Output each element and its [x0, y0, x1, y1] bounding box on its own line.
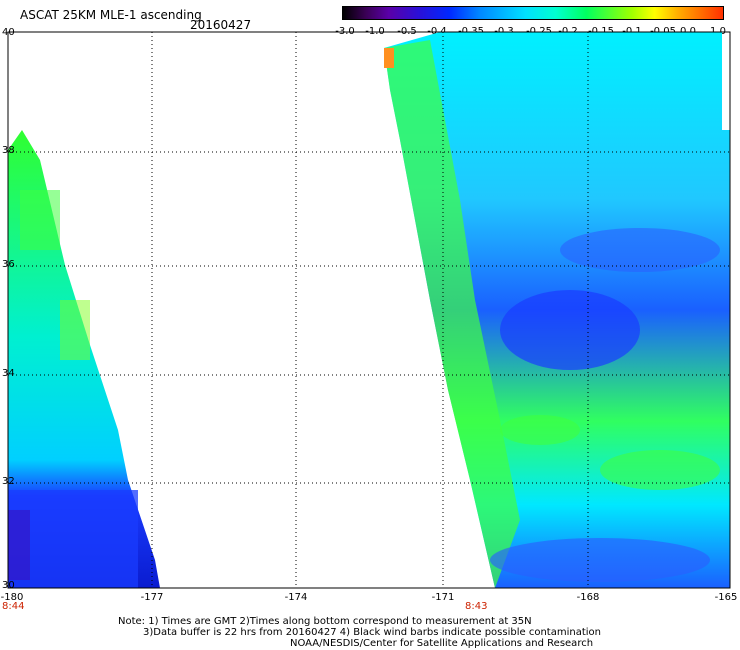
lon-label: -177 — [140, 592, 164, 603]
left-swath-patch — [8, 510, 30, 580]
product-date: 20160427 — [190, 18, 252, 32]
note-line-2: 3)Data buffer is 22 hrs from 20160427 4)… — [143, 627, 601, 638]
left-swath-patch — [20, 190, 60, 250]
lat-label: 40 — [2, 27, 15, 38]
lon-label: -174 — [284, 592, 308, 603]
lat-label: 30 — [2, 580, 15, 591]
right-swath-blob — [560, 228, 720, 272]
note-line-1: Note: 1) Times are GMT 2)Times along bot… — [118, 616, 532, 627]
left-swath-patch — [60, 300, 90, 360]
note-line-3: NOAA/NESDIS/Center for Satellite Applica… — [290, 638, 594, 649]
map-frame — [7, 31, 731, 589]
swath-time-right: 8:43 — [465, 601, 488, 612]
right-swath-edge — [384, 40, 520, 588]
right-swath-blob — [500, 415, 580, 445]
right-swath-blob — [600, 450, 720, 490]
lon-label: -171 — [431, 592, 455, 603]
colorbar — [342, 6, 724, 20]
lat-label: 34 — [2, 368, 15, 379]
lon-label: -168 — [576, 592, 600, 603]
lat-label: 38 — [2, 145, 15, 156]
lon-label: -165 — [714, 592, 738, 603]
lat-label: 36 — [2, 259, 15, 270]
right-swath-blob — [490, 538, 710, 582]
right-swath-blob — [500, 290, 640, 370]
lon-label: -180 — [0, 592, 24, 603]
lat-label: 32 — [2, 476, 15, 487]
right-swath-patch — [384, 48, 394, 68]
graticule — [8, 32, 730, 588]
product-title: ASCAT 25KM MLE-1 ascending — [20, 8, 202, 22]
swath-time-left: 8:44 — [2, 601, 25, 612]
